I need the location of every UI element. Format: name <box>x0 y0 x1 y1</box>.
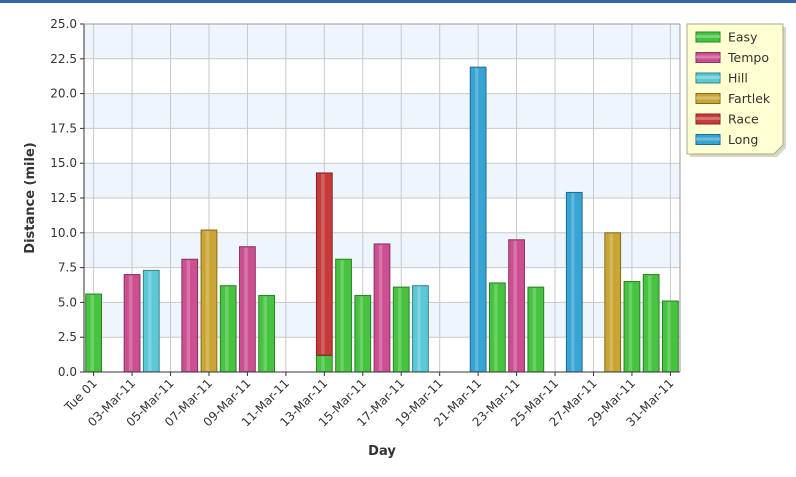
bar-highlight <box>148 271 152 371</box>
legend-swatch-highlight <box>696 76 720 79</box>
bar-highlight <box>321 356 325 371</box>
legend-label: Tempo <box>727 50 769 65</box>
plot-band <box>84 163 680 198</box>
legend-item-tempo: Tempo <box>695 50 769 65</box>
bar-highlight <box>263 296 267 371</box>
x-axis-ticks: Tue 0103-Mar-1105-Mar-1107-Mar-1109-Mar-… <box>61 372 677 429</box>
bar-hill <box>412 285 429 373</box>
x-axis-title: Day <box>368 444 396 459</box>
bar-easy <box>85 293 102 373</box>
bar-easy <box>219 285 237 373</box>
bar-highlight <box>321 173 325 355</box>
legend-item-long: Long <box>695 132 758 147</box>
bar-easy <box>527 286 545 373</box>
bar-long <box>469 66 487 373</box>
bar-highlight <box>609 233 614 371</box>
bar-highlight <box>186 260 191 371</box>
y-tick-label: 12.5 <box>50 191 77 205</box>
legend-swatch-highlight <box>696 35 720 38</box>
bar-highlight <box>244 247 248 371</box>
y-tick-label: 5.0 <box>58 295 77 309</box>
legend-swatch-highlight <box>696 137 720 141</box>
legend-label: Long <box>728 132 758 147</box>
bars <box>85 66 679 373</box>
y-tick-label: 20.0 <box>50 87 77 101</box>
bar-race <box>315 172 333 356</box>
bar-easy <box>315 354 333 373</box>
bar-highlight <box>205 231 210 371</box>
bar-fartlek <box>200 229 218 373</box>
legend-swatch-highlight <box>696 96 720 100</box>
y-axis-ticks: 0.0 2.5 5.0 7.5 10.0 12.5 15.0 17.5 20.0 22.5 25.0 <box>50 17 84 379</box>
y-tick-label: 2.5 <box>58 330 77 344</box>
legend-swatch-highlight <box>696 55 720 59</box>
bar-highlight <box>532 288 537 371</box>
bar-highlight <box>398 288 402 371</box>
bar-highlight <box>648 275 652 371</box>
legend-label: Fartlek <box>728 91 771 106</box>
y-tick-label: 25.0 <box>50 17 77 31</box>
bar-highlight <box>359 296 364 371</box>
y-tick-label: 17.5 <box>50 121 77 135</box>
bar-tempo <box>181 258 199 373</box>
bar-easy <box>488 282 506 373</box>
bar-tempo <box>239 246 256 373</box>
y-axis-title: Distance (mile) <box>23 142 38 253</box>
bar-highlight <box>128 275 133 371</box>
bar-highlight <box>90 295 94 371</box>
plot-band <box>84 24 680 59</box>
bar-tempo <box>123 274 141 373</box>
bar-fartlek <box>604 232 622 373</box>
y-tick-label: 22.5 <box>50 52 77 66</box>
bar-hill <box>142 269 160 373</box>
legend: Easy Tempo Hill Fartlek Race Long <box>686 23 786 157</box>
bar-highlight <box>474 68 479 371</box>
x-tick-label: Tue 01 <box>61 376 100 415</box>
bar-highlight <box>571 193 575 371</box>
bar-highlight <box>225 286 229 371</box>
legend-item-easy: Easy <box>695 30 758 45</box>
y-tick-label: 10.0 <box>50 226 77 240</box>
bar-tempo <box>373 243 391 373</box>
legend-item-race: Race <box>695 112 759 127</box>
bar-easy <box>642 274 660 373</box>
bar-easy <box>392 286 410 373</box>
bar-highlight <box>667 302 671 371</box>
legend-item-fartlek: Fartlek <box>695 91 771 106</box>
plot-band <box>84 93 680 129</box>
bar-highlight <box>513 240 517 371</box>
legend-item-hill: Hill <box>695 71 748 86</box>
bar-easy <box>623 281 641 373</box>
bar-highlight <box>494 283 498 371</box>
legend-label: Hill <box>728 71 748 86</box>
legend-label: Race <box>728 112 759 127</box>
bar-highlight <box>378 244 383 371</box>
bar-easy <box>354 294 372 373</box>
legend-swatch-highlight <box>696 117 720 120</box>
top-border <box>0 0 796 3</box>
y-tick-label: 7.5 <box>58 261 77 275</box>
bar-highlight <box>340 260 344 371</box>
y-tick-label: 15.0 <box>50 156 77 170</box>
bar-tempo <box>508 239 525 373</box>
bar-easy <box>258 294 276 373</box>
bar-highlight <box>628 282 633 371</box>
bar-easy <box>662 300 679 373</box>
legend-label: Easy <box>728 30 758 45</box>
bar-easy <box>335 258 352 373</box>
bar-long <box>565 191 583 373</box>
bar-highlight <box>417 286 421 371</box>
y-tick-label: 0.0 <box>58 365 77 379</box>
